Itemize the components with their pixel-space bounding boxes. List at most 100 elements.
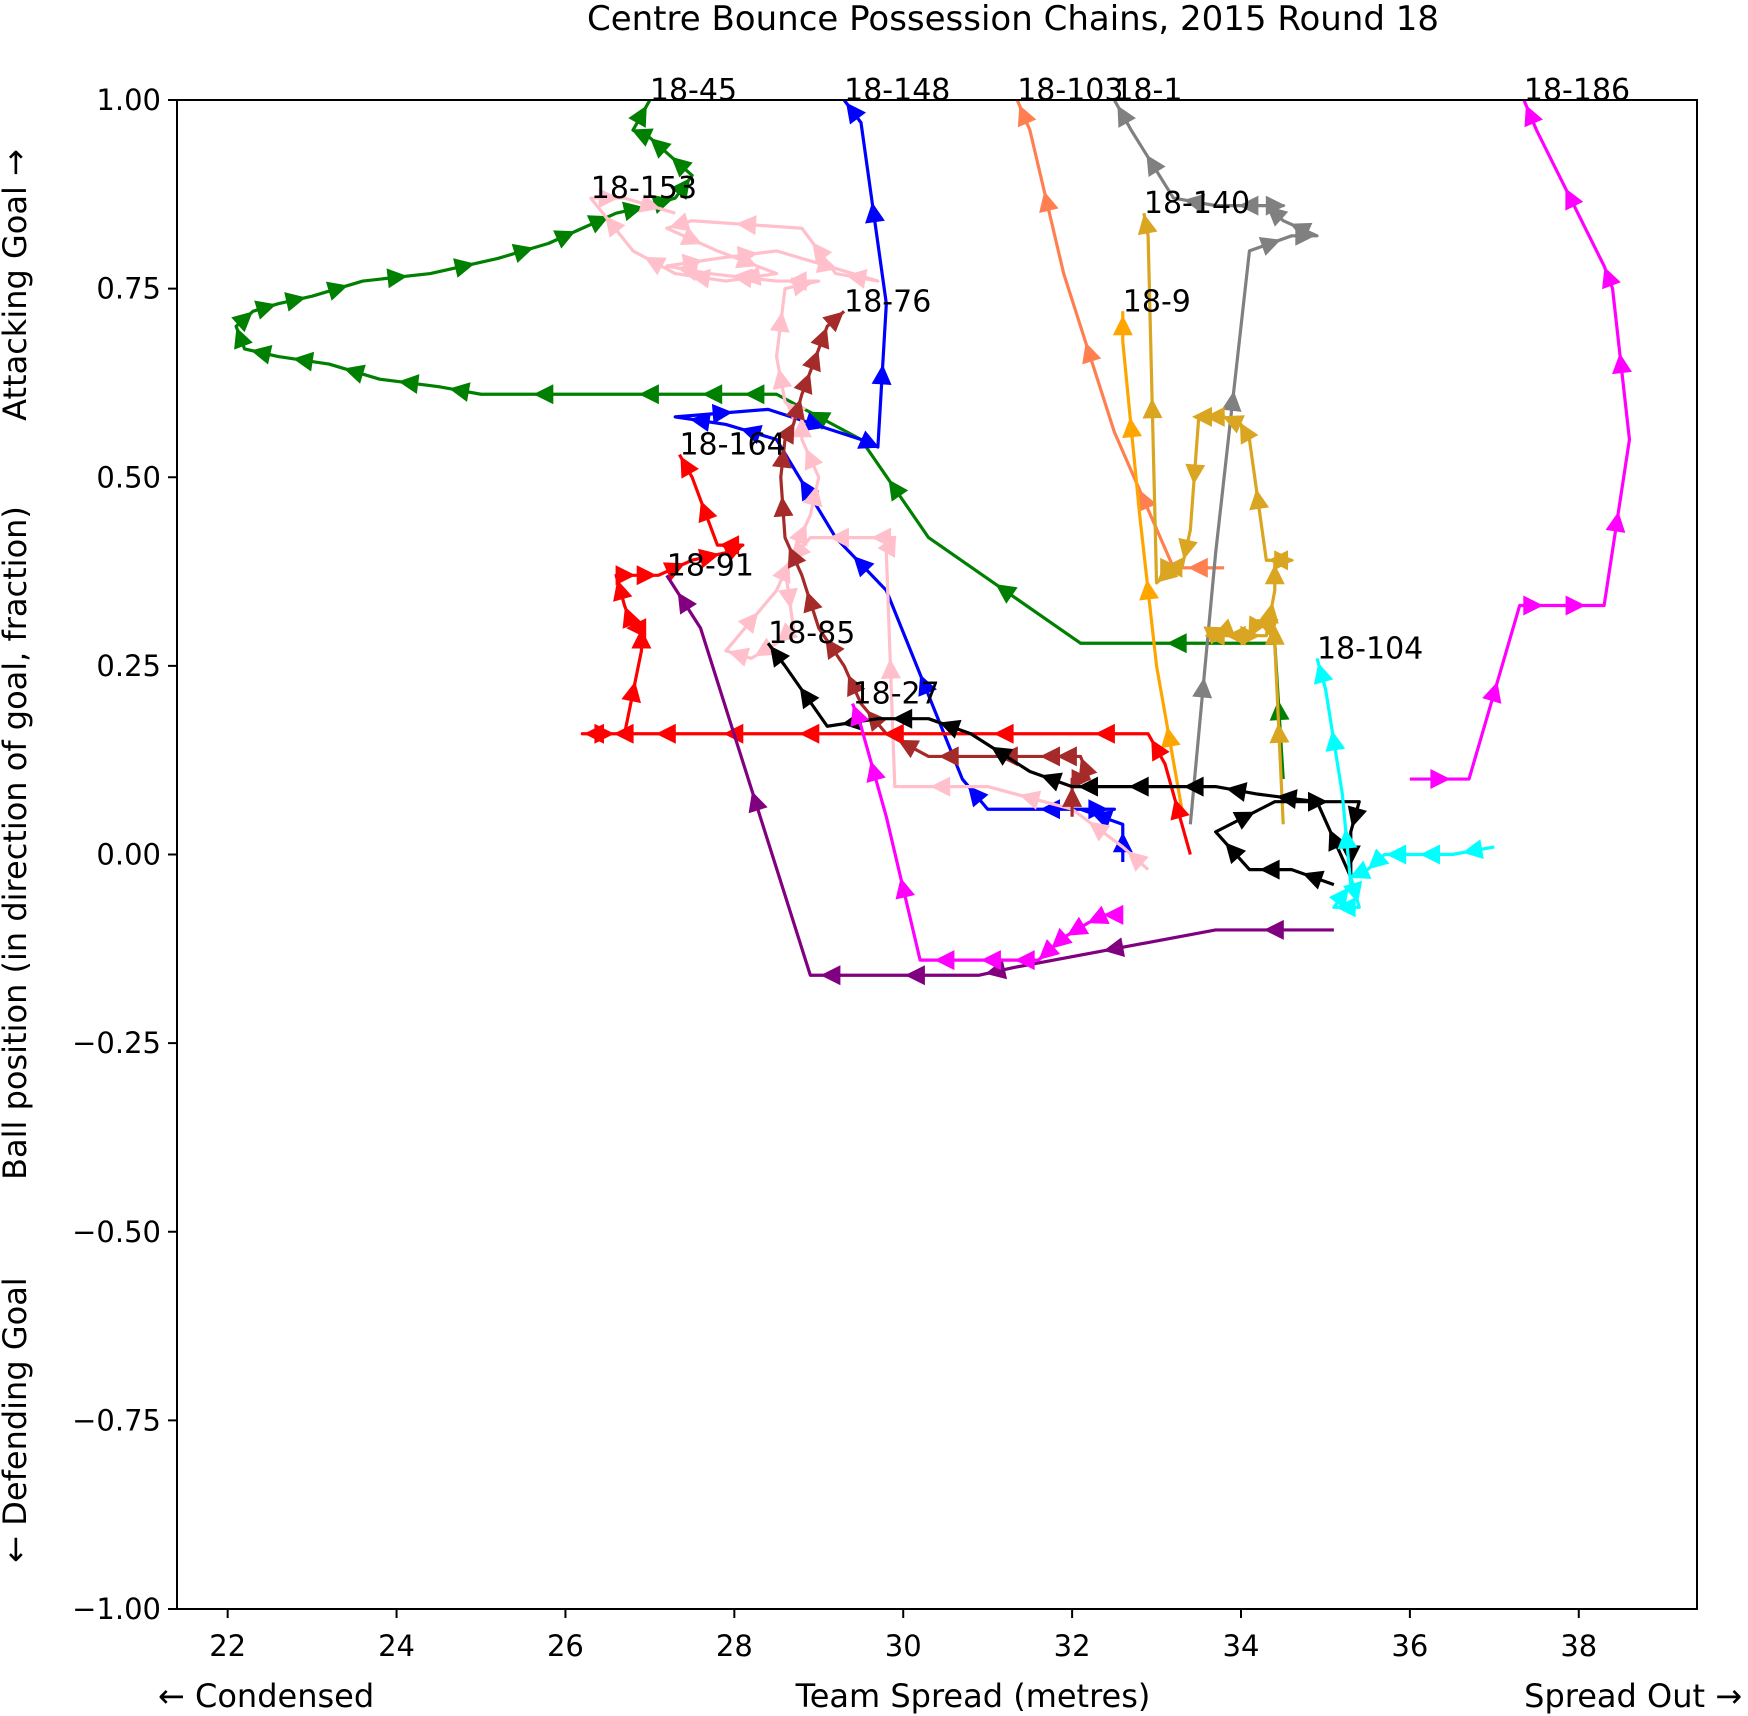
direction-arrow (1192, 406, 1212, 427)
direction-arrow (1078, 757, 1098, 780)
y-tick-label: −0.25 (72, 1026, 161, 1060)
direction-arrow (740, 424, 763, 445)
direction-arrow (1222, 415, 1245, 434)
direction-arrow (787, 546, 807, 569)
direction-arrow (991, 746, 1014, 766)
direction-arrow (254, 300, 277, 320)
direction-arrow (1482, 681, 1502, 704)
direction-arrow (871, 364, 892, 385)
x-tick-label: 26 (547, 1629, 584, 1663)
direction-arrow (1038, 939, 1061, 960)
chain-label: 18-103 (1017, 73, 1123, 108)
direction-arrow (820, 965, 841, 986)
direction-arrow (605, 215, 626, 238)
series-line-18-148 (673, 99, 1125, 863)
direction-arrow (866, 710, 888, 733)
x-tick-label: 24 (378, 1629, 415, 1663)
direction-arrow (1122, 417, 1143, 439)
direction-arrow (776, 622, 799, 644)
direction-arrow (1238, 195, 1259, 216)
direction-arrow (668, 212, 691, 232)
direction-arrow (1258, 237, 1281, 256)
direction-arrow (744, 384, 765, 405)
chain-label: 18-45 (650, 73, 737, 108)
series-18-153 (589, 188, 1150, 872)
chart-title: Centre Bounce Possession Chains, 2015 Ro… (587, 0, 1439, 39)
direction-arrow (622, 201, 644, 222)
y-tick-label: −1.00 (72, 1592, 161, 1626)
direction-arrow (615, 565, 636, 586)
direction-arrow (1386, 844, 1407, 865)
direction-arrow (1342, 880, 1363, 903)
direction-arrow (740, 266, 762, 286)
series-18-1 (1112, 99, 1319, 825)
direction-arrow (698, 548, 720, 569)
series-18-91 (665, 574, 1334, 986)
direction-arrow (802, 349, 821, 373)
series-18-140 (1137, 212, 1295, 825)
direction-arrow (993, 723, 1014, 744)
direction-arrow (1139, 579, 1160, 601)
y-tick-label: 1.00 (96, 83, 161, 117)
direction-arrow (698, 500, 718, 524)
direction-arrow (1071, 769, 1092, 789)
direction-arrow (638, 193, 661, 213)
direction-arrow (644, 257, 667, 276)
direction-arrow (689, 268, 711, 289)
direction-arrow (1094, 723, 1115, 744)
direction-arrow (622, 606, 642, 629)
direction-arrow (671, 156, 693, 178)
y-tick-label: −0.50 (72, 1215, 161, 1249)
direction-arrow (638, 384, 659, 405)
direction-arrow (771, 447, 792, 469)
direction-arrow (1017, 104, 1037, 128)
x-tick-label: 36 (1391, 1629, 1428, 1663)
direction-arrow (1112, 832, 1133, 853)
direction-arrow (930, 776, 951, 797)
direction-arrow (1127, 850, 1149, 872)
direction-arrow (1337, 828, 1358, 850)
direction-arrow (1430, 769, 1451, 789)
direction-arrow (325, 281, 348, 301)
direction-arrow (1142, 398, 1163, 419)
direction-arrow (995, 584, 1018, 604)
direction-arrow (1170, 798, 1190, 821)
direction-arrow (613, 579, 633, 602)
direction-arrow (594, 723, 615, 744)
chain-label: 18-148 (844, 73, 950, 108)
direction-arrow (892, 708, 913, 729)
direction-arrow (799, 723, 820, 744)
direction-arrow (1128, 776, 1149, 797)
direction-arrow (847, 674, 866, 697)
y-tick-label: 0.00 (96, 838, 161, 872)
series-18-45 (231, 99, 1290, 780)
direction-arrow (1183, 776, 1204, 797)
direction-arrow (799, 687, 820, 710)
direction-arrow (1249, 489, 1270, 511)
direction-arrow (626, 618, 647, 639)
direction-arrow (1221, 390, 1242, 412)
direction-arrow (631, 628, 652, 649)
direction-arrow (772, 561, 791, 584)
direction-arrow (386, 268, 408, 289)
chain-label: 18-153 (591, 171, 697, 206)
y-axis-top-label: Attacking Goal → (0, 149, 34, 421)
direction-arrow (809, 411, 832, 430)
y-axis-bottom-label: ← Defending Goal (0, 1277, 34, 1562)
chain-label: 18-85 (768, 616, 855, 651)
direction-arrow (1602, 266, 1621, 290)
direction-arrow (1014, 950, 1035, 971)
direction-arrow (1146, 154, 1166, 178)
direction-arrow (735, 249, 758, 269)
direction-arrow (1040, 772, 1063, 792)
direction-arrow (1612, 353, 1632, 375)
direction-arrow (680, 456, 699, 479)
direction-arrow (689, 412, 711, 432)
direction-arrow (773, 496, 794, 518)
chain-label: 18-9 (1123, 284, 1191, 319)
series-18-104 (1313, 657, 1495, 918)
direction-arrow (628, 105, 647, 128)
chain-label: 18-164 (679, 428, 785, 463)
y-tick-label: 0.25 (96, 649, 161, 683)
direction-arrow (810, 327, 830, 350)
